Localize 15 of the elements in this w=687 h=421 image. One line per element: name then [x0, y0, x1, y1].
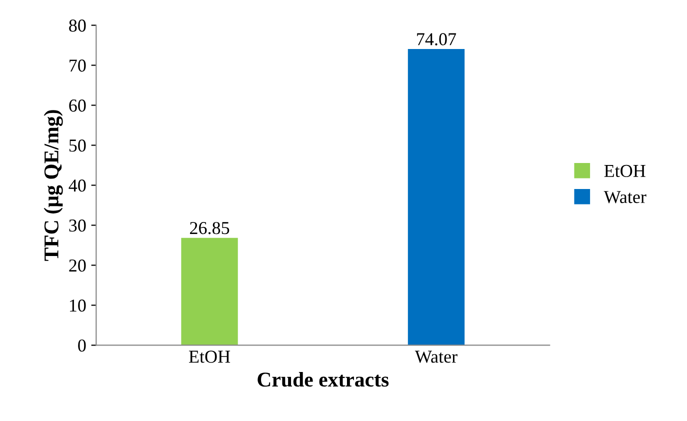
y-tick-label: 10 [70, 299, 86, 312]
y-tick-label: 40 [68, 179, 86, 192]
y-tick-label: 0 [78, 339, 86, 352]
x-axis-title: Crude extracts [258, 372, 389, 387]
y-tick-label: 30 [69, 219, 86, 232]
y-tick-label: 20 [69, 259, 86, 272]
y-tick-label: 70 [70, 60, 86, 72]
y-tick-label: 50 [69, 140, 86, 152]
legend-label: EtOH [604, 164, 646, 178]
data-label: 26.85 [190, 222, 230, 234]
y-tick-label: 80 [69, 20, 86, 32]
data-label: 74.07 [417, 33, 456, 46]
y-axis-title: TFC (µg QE/mg) [44, 110, 63, 261]
y-tick-label: 60 [69, 100, 86, 112]
legend-label: Water [604, 191, 646, 204]
